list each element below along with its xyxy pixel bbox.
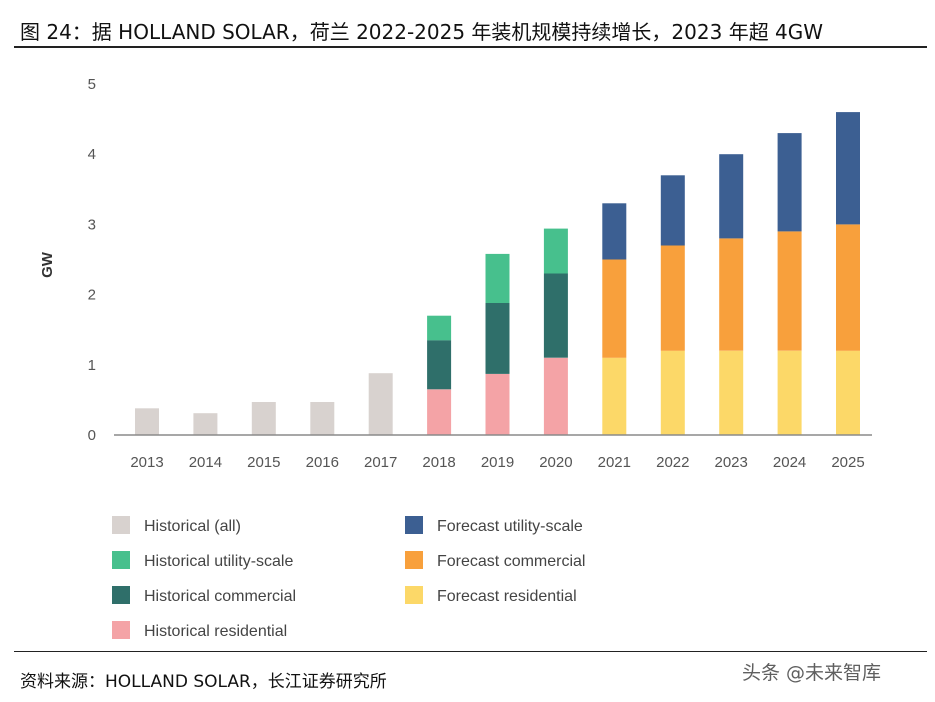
legend-label: Historical residential [144, 623, 287, 640]
source-note: 资料来源：HOLLAND SOLAR，长江证券研究所 [20, 672, 387, 692]
bar-2016-historical-all [310, 402, 335, 435]
legend-label: Forecast residential [437, 588, 577, 605]
bar-2022-forecast-utility-scale [660, 175, 685, 246]
y-tick-label: 3 [88, 216, 96, 233]
bar-2025-forecast-commercial [836, 224, 860, 351]
y-tick-label: 0 [88, 427, 96, 444]
bar-2025-forecast-residential [836, 350, 860, 435]
legend-label: Forecast commercial [437, 553, 585, 570]
bar-2017-historical-all [368, 373, 393, 435]
bars [135, 112, 860, 435]
legend-swatch [112, 586, 130, 604]
bar-2025-forecast-utility-scale [836, 112, 860, 225]
bar-2014-historical-all [193, 413, 218, 435]
bar-2020-historical-commercial [543, 273, 568, 358]
bar-2021-forecast-utility-scale [602, 203, 627, 260]
bar-2018-historical-residential [427, 389, 452, 435]
legend-swatch [405, 516, 423, 534]
x-tick-label: 2025 [831, 454, 864, 471]
bar-2013-historical-all [135, 408, 159, 435]
x-tick-label: 2013 [130, 454, 163, 471]
y-tick-label: 1 [88, 357, 96, 374]
legend-swatch [405, 551, 423, 569]
legend-label: Forecast utility-scale [437, 518, 583, 535]
x-tick-label: 2015 [247, 454, 280, 471]
x-tick-label: 2020 [539, 454, 572, 471]
x-tick-label: 2024 [773, 454, 806, 471]
top-rule [14, 46, 927, 48]
x-tick-label: 2017 [364, 454, 397, 471]
legend-label: Historical commercial [144, 588, 296, 605]
bar-2019-historical-commercial [485, 303, 510, 374]
x-tick-label: 2022 [656, 454, 689, 471]
bar-2020-historical-residential [543, 357, 568, 435]
x-tick-label: 2018 [422, 454, 455, 471]
bar-2023-forecast-commercial [719, 238, 744, 351]
legend-swatch [405, 586, 423, 604]
bar-2024-forecast-commercial [777, 231, 802, 351]
legend-swatch [112, 621, 130, 639]
figure-title: 图 24：据 HOLLAND SOLAR，荷兰 2022-2025 年装机规模持… [20, 20, 824, 44]
y-tick-label: 4 [88, 146, 96, 163]
legend-label: Historical (all) [144, 518, 241, 535]
y-tick-label: 5 [88, 76, 96, 93]
bar-2021-forecast-commercial [602, 259, 627, 358]
x-tick-label: 2021 [598, 454, 631, 471]
x-tick-label: 2019 [481, 454, 514, 471]
bar-2018-historical-utility-scale [427, 315, 452, 341]
y-tick-label: 2 [88, 287, 96, 304]
bar-2019-historical-utility-scale [485, 253, 510, 303]
x-axis-ticks: 2013 2014 2015 2016 2017 2018 2019 2020 2021 2022… [130, 454, 864, 471]
bar-2023-forecast-utility-scale [719, 154, 744, 239]
x-tick-label: 2016 [306, 454, 339, 471]
x-tick-label: 2023 [715, 454, 748, 471]
bar-2015-historical-all [251, 402, 276, 435]
legend-swatch [112, 516, 130, 534]
legend: Historical (all) Historical utility-scale… [112, 516, 585, 640]
bar-2023-forecast-residential [719, 350, 744, 435]
x-tick-label: 2014 [189, 454, 222, 471]
bar-2018-historical-commercial [427, 340, 452, 390]
legend-label: Historical utility-scale [144, 553, 293, 570]
bar-2022-forecast-commercial [660, 245, 685, 351]
bar-2021-forecast-residential [602, 357, 627, 435]
bar-2020-historical-utility-scale [543, 228, 568, 274]
y-axis-ticks: 0 1 2 3 4 5 [88, 76, 96, 444]
bar-2019-historical-residential [485, 373, 510, 435]
bar-2024-forecast-residential [777, 350, 802, 435]
legend-swatch [112, 551, 130, 569]
y-axis-label: GW [39, 251, 56, 278]
bottom-rule [14, 651, 927, 652]
bar-2022-forecast-residential [660, 350, 685, 435]
watermark: 头条 @未来智库 [742, 662, 882, 684]
bar-2024-forecast-utility-scale [777, 133, 802, 232]
